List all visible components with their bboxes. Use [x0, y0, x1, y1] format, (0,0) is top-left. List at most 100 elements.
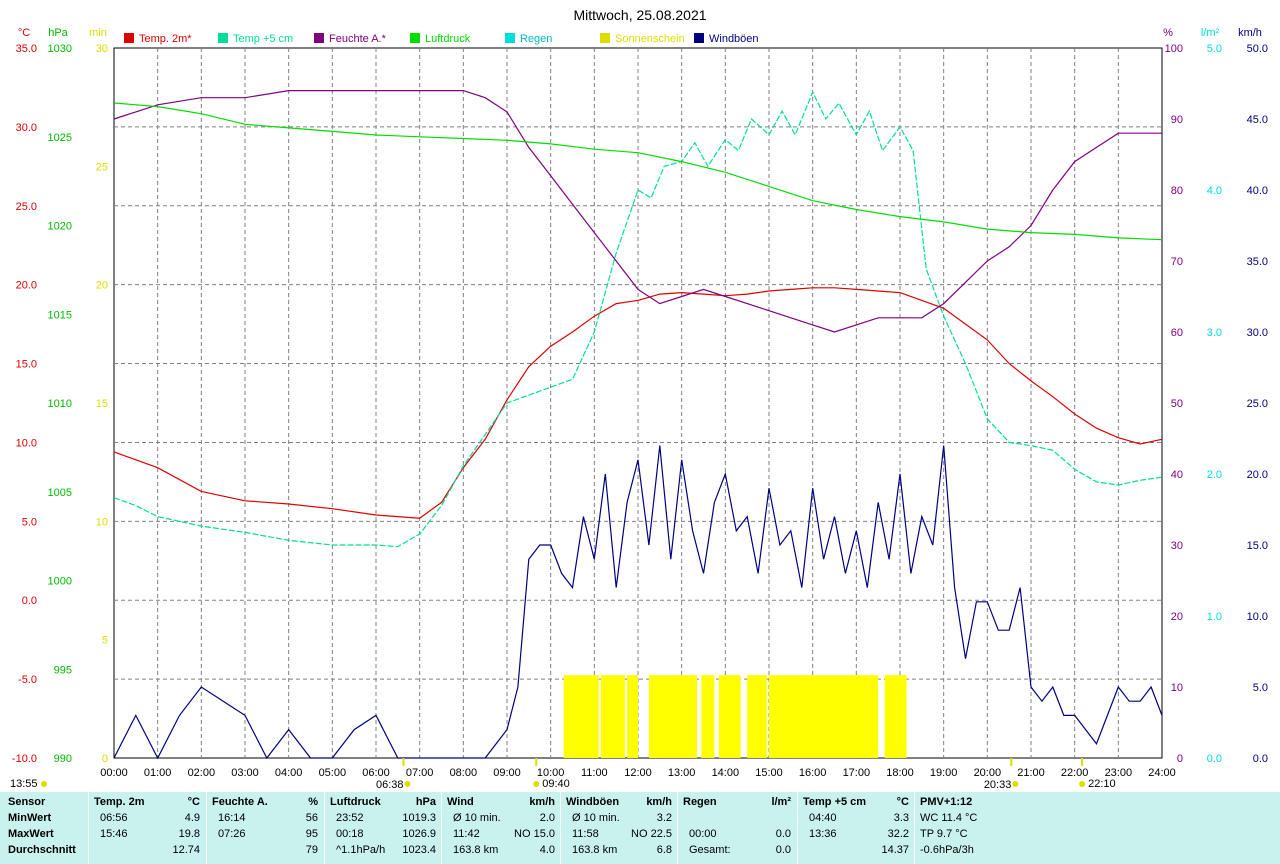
x-axis-tick-label: 00:00	[100, 767, 128, 779]
left-axis-unit: hPa	[48, 27, 68, 39]
right-axis-unit: %	[1163, 27, 1173, 39]
sun-marker-dot	[533, 781, 540, 787]
stats-row: 11:58 NO 22.5	[566, 828, 676, 844]
sunshine-bar	[884, 675, 907, 758]
stats-row: Ø 10 min. 2.0	[447, 812, 559, 828]
right-axis-tick-label: 50	[1171, 398, 1183, 410]
chart-title: Mittwoch, 25.08.2021	[573, 7, 706, 23]
series-line-temp-5-cm	[113, 90, 1163, 548]
statistics-panel: Sensor MinWert MaxWert Durchschnitt Temp. 2m…	[0, 792, 1280, 864]
stats-row: 79	[212, 844, 322, 860]
stats-header-row: Luftdruck hPa	[330, 796, 440, 812]
stats-cell-label: 15:46	[100, 828, 128, 840]
stats-cell-label: 07:26	[218, 828, 246, 840]
left-axis-tick-label: 1030	[48, 43, 72, 55]
stats-header-row: Regen l/m²	[683, 796, 795, 812]
x-axis-tick-label: 09:00	[493, 767, 521, 779]
sunshine-bar	[701, 675, 715, 758]
stats-cell-value: NO 15.0	[514, 828, 555, 840]
stats-cell-label: 163.8 km	[453, 844, 499, 856]
right-axis-tick-label: 3.0	[1207, 327, 1222, 339]
stats-column: Regen l/m² 00:00 0.0 Gesamt: 0.0	[683, 796, 795, 862]
grid	[113, 47, 1163, 759]
stats-separator	[324, 792, 325, 864]
stats-column: Windböen km/h Ø 10 min. 3.2 11:58 NO 22.5 163.…	[566, 796, 676, 862]
stats-cell-label: 16:14	[218, 812, 246, 824]
stats-cell-value: NO 22.5	[631, 828, 672, 840]
left-axis-tick-label: 10.0	[16, 437, 37, 449]
right-axis-tick-label: 20	[1171, 611, 1183, 623]
left-axis-unit: °C	[18, 27, 30, 39]
stats-cell-value: km/h	[529, 796, 555, 808]
left-axis-tick-label: 25.0	[16, 201, 37, 213]
stats-header-row: Wind km/h	[447, 796, 559, 812]
stats-row: -0.6hPa/3h	[920, 844, 1050, 860]
time-marker-label: 22:10	[1088, 778, 1116, 790]
left-axis-tick-label: 0.0	[22, 595, 37, 607]
stats-row: Ø 10 min. 3.2	[566, 812, 676, 828]
series-line-luftdruck	[113, 102, 1163, 241]
right-axis-tick-label: 0.0	[1253, 753, 1268, 765]
stats-header-row: Feuchte A.%	[212, 796, 322, 812]
x-axis-tick-label: 16:00	[799, 767, 827, 779]
legend-label: Luftdruck	[425, 33, 471, 45]
x-axis-tick-label: 21:00	[1017, 767, 1045, 779]
stats-row: 12.74	[94, 844, 204, 860]
left-axis-tick-label: 15.0	[16, 359, 37, 371]
left-axis-tick-label: -5.0	[18, 674, 37, 686]
stats-cell-label: 13:36	[809, 828, 837, 840]
stats-row: WC 11.4 °C	[920, 812, 1050, 828]
left-axis-tick-label: 1000	[48, 576, 72, 588]
right-axis-tick-label: 0	[1177, 753, 1183, 765]
time-marker-label: 09:40	[542, 778, 570, 790]
stats-row: 06:56 4.9	[94, 812, 204, 828]
x-axis-tick-label: 19:00	[930, 767, 958, 779]
left-axis-tick-label: 990	[54, 753, 72, 765]
x-axis-tick-label: 08:00	[450, 767, 478, 779]
stats-column: PMV+1:12 WC 11.4 °C TP 9.7 °C -0.6hPa/3h	[920, 796, 1050, 862]
legend-label: Temp. 2m*	[139, 33, 192, 45]
stats-row: 00:00 0.0	[683, 828, 795, 844]
stats-cell-label: Luftdruck	[330, 796, 381, 808]
right-axis-tick-label: 10	[1171, 682, 1183, 694]
series-line-temp-2m	[113, 287, 1163, 519]
stats-row: 14.37	[803, 844, 913, 860]
left-axis-tick-label: 15	[96, 398, 108, 410]
x-axis-tick-label: 17:00	[843, 767, 871, 779]
stats-separator	[677, 792, 678, 864]
right-axis-tick-label: 0.0	[1207, 753, 1222, 765]
stats-cell-value: 12.74	[172, 844, 200, 856]
stats-row: 163.8 km 4.0	[447, 844, 559, 860]
left-axis-tick-label: 1020	[48, 221, 72, 233]
right-axis-tick-label: 30.0	[1247, 327, 1268, 339]
right-axis-tick-label: 40	[1171, 469, 1183, 481]
series-lines	[113, 89, 1163, 760]
stats-cell-label: Gesamt:	[689, 844, 731, 856]
stats-cell-label: MinWert	[8, 812, 52, 824]
left-axis-tick-label: 5	[102, 635, 108, 647]
sun-marker-dot	[1012, 781, 1019, 787]
x-axis-tick-label: 14:00	[712, 767, 740, 779]
stats-separator	[441, 792, 442, 864]
stats-cell-value: 4.9	[184, 812, 200, 824]
stats-row: 16:14 56	[212, 812, 322, 828]
stats-row: 07:26 95	[212, 828, 322, 844]
left-axis-unit: min	[89, 27, 107, 39]
x-axis-tick-label: 18:00	[886, 767, 914, 779]
stats-cell-label: Temp. 2m	[94, 796, 145, 808]
x-axis-tick-label: 15:00	[755, 767, 783, 779]
stats-cell-value: 79	[305, 844, 318, 856]
stats-row: Durchschnitt	[8, 844, 88, 860]
stats-header-row: Temp +5 cm °C	[803, 796, 913, 812]
left-axis-tick-label: 25	[96, 161, 108, 173]
x-axis-tick-label: 03:00	[231, 767, 259, 779]
left-axis-tick-label: 1025	[48, 132, 72, 144]
stats-cell-label: TP 9.7 °C	[920, 828, 968, 840]
stats-cell-label: 04:40	[809, 812, 837, 824]
stats-separator	[914, 792, 915, 864]
stats-header-row: Temp. 2m °C	[94, 796, 204, 812]
stats-column: Wind km/h Ø 10 min. 2.0 11:42 NO 15.0 163.8 km…	[447, 796, 559, 862]
left-axis-tick-label: 0	[102, 753, 108, 765]
stats-header-row: PMV+1:12	[920, 796, 1050, 812]
stats-separator	[88, 792, 89, 864]
